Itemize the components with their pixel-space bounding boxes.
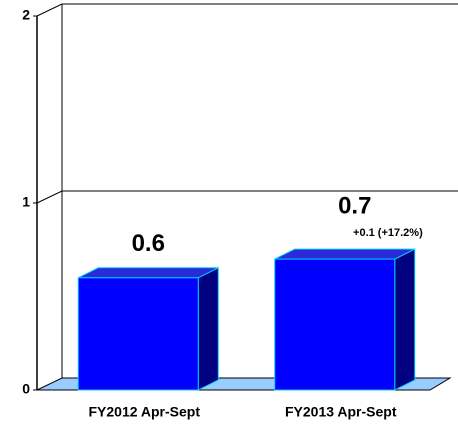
bar-top [274,248,415,260]
x-tick-label: FY2013 Apr-Sept [285,404,397,420]
y-tick-label: 2 [22,7,30,23]
bar-top [78,267,219,279]
data-label: 0.7 [338,192,371,219]
bar [77,277,199,391]
y-tick-label: 1 [22,194,30,210]
grid-line [36,3,458,17]
bar-side [394,248,416,391]
data-label: 0.6 [132,230,165,257]
x-tick-label: FY2012 Apr-Sept [88,404,200,420]
bar-side [197,266,219,391]
grid-line [36,190,458,204]
y-tick-label: 0 [22,381,30,397]
annotation: +0.1 (+17.2%) [353,227,423,239]
bar [274,258,396,391]
